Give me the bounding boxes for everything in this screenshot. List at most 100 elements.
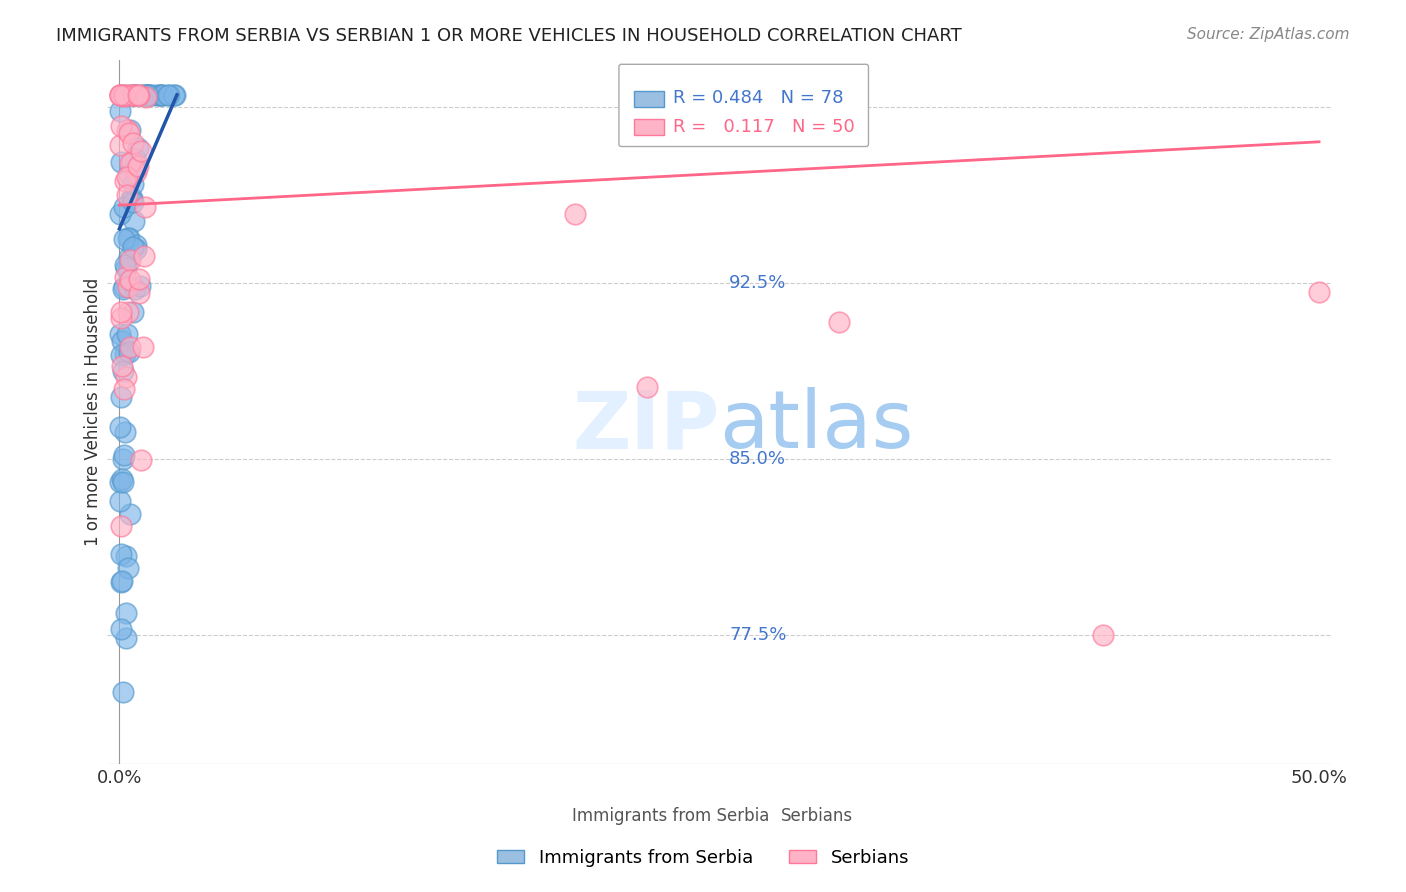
Point [110, 119, 132, 133]
Point [124, 87, 146, 102]
Point [125, 87, 148, 102]
Point [115, 632, 138, 646]
Point [163, 87, 186, 102]
Point [117, 279, 139, 293]
Point [118, 345, 141, 359]
Point [122, 136, 145, 151]
Point [110, 305, 132, 319]
Text: 77.5%: 77.5% [728, 626, 786, 644]
Point [110, 518, 132, 533]
Point [135, 87, 157, 102]
Point [118, 231, 141, 245]
Point [108, 326, 131, 341]
Point [149, 87, 172, 102]
Point [121, 87, 143, 102]
Point [108, 475, 131, 490]
Point [127, 141, 149, 155]
Text: IMMIGRANTS FROM SERBIA VS SERBIAN 1 OR MORE VEHICLES IN HOUSEHOLD CORRELATION CH: IMMIGRANTS FROM SERBIA VS SERBIAN 1 OR M… [56, 27, 962, 45]
Point [136, 87, 159, 102]
Point [121, 177, 143, 191]
Point [110, 348, 132, 362]
Point [157, 87, 180, 102]
Point [129, 144, 152, 158]
Point [162, 87, 184, 102]
Point [114, 258, 136, 272]
Point [121, 191, 143, 205]
Point [111, 87, 134, 102]
Point [117, 87, 139, 102]
Point [1308, 285, 1330, 300]
Point [110, 311, 132, 326]
Point [122, 87, 145, 102]
Point [636, 379, 658, 393]
Point [110, 207, 132, 221]
Point [110, 472, 132, 486]
Point [125, 162, 148, 177]
Point [127, 160, 149, 174]
Point [122, 195, 145, 210]
Point [111, 282, 134, 296]
Point [114, 425, 136, 440]
Point [118, 252, 141, 267]
Point [122, 240, 145, 254]
Point [110, 548, 132, 562]
Point [120, 155, 142, 169]
Point [110, 622, 132, 636]
Point [118, 273, 141, 287]
Point [129, 279, 152, 293]
Point [120, 507, 142, 521]
Point [124, 282, 146, 296]
Point [828, 315, 851, 329]
Point [112, 88, 135, 103]
Point [112, 452, 135, 467]
Text: R =   0.117   N = 50: R = 0.117 N = 50 [672, 118, 855, 136]
Point [111, 574, 134, 588]
Point [135, 90, 157, 104]
Point [127, 87, 149, 102]
Point [115, 260, 138, 275]
Point [111, 364, 134, 378]
Point [110, 87, 132, 102]
Point [117, 305, 139, 319]
Point [114, 269, 136, 284]
Point [115, 327, 138, 342]
Point [110, 390, 132, 404]
Point [138, 87, 160, 102]
Point [121, 154, 143, 169]
Point [149, 87, 172, 102]
Point [125, 238, 148, 252]
Point [128, 286, 150, 301]
Point [136, 87, 159, 102]
Point [110, 155, 132, 169]
Text: 85.0%: 85.0% [728, 450, 786, 468]
Point [120, 340, 142, 354]
Point [125, 164, 148, 178]
Point [132, 87, 155, 102]
Point [117, 167, 139, 181]
Point [134, 200, 156, 214]
Point [128, 271, 150, 285]
Point [108, 420, 131, 434]
FancyBboxPatch shape [634, 91, 664, 107]
Point [150, 87, 173, 102]
Point [108, 87, 131, 102]
Point [115, 169, 138, 184]
Point [112, 449, 135, 463]
FancyBboxPatch shape [619, 64, 869, 146]
Point [112, 87, 135, 102]
Point [112, 279, 135, 293]
Point [150, 87, 173, 102]
Point [564, 207, 586, 221]
Point [118, 250, 141, 264]
Point [120, 123, 142, 137]
Point [110, 494, 132, 508]
Point [112, 232, 135, 246]
Point [132, 249, 155, 263]
Text: ZIP: ZIP [572, 387, 720, 465]
Point [131, 87, 153, 102]
Point [115, 549, 138, 563]
Point [115, 87, 138, 102]
Point [112, 200, 135, 214]
Point [111, 685, 134, 699]
Point [112, 475, 135, 489]
